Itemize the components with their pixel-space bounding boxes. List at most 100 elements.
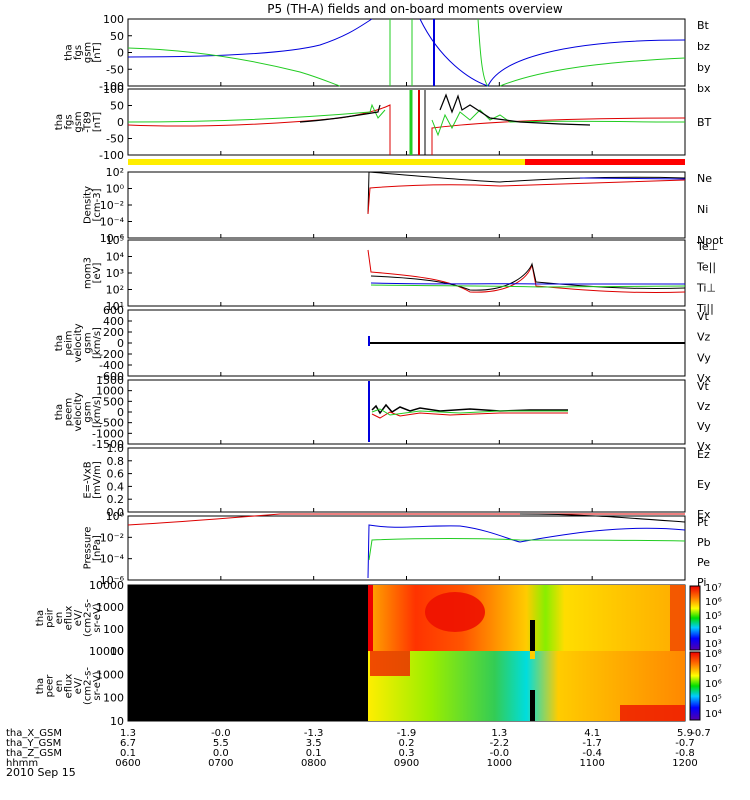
y-tick-label: -100 bbox=[99, 149, 124, 162]
y-axis-label: tha bbox=[35, 610, 46, 626]
ephemeris-value: -0.7 bbox=[691, 728, 711, 739]
colorbar-tick: 10⁵ bbox=[705, 611, 722, 622]
y-axis-label: peir bbox=[45, 607, 56, 627]
ephemeris-label: hhmm bbox=[6, 758, 38, 769]
y-axis-label: [eV] bbox=[92, 263, 103, 284]
spec2-nodata bbox=[128, 651, 368, 721]
y-tick-label: 1000 bbox=[96, 385, 124, 398]
ephemeris-value: 0.3 bbox=[399, 748, 415, 759]
legend-entry: Vz bbox=[697, 331, 711, 344]
bt89-green bbox=[127, 103, 686, 137]
y-axis-label: eV/ bbox=[73, 609, 84, 626]
y-axis-label: sr-eV) bbox=[92, 671, 103, 700]
legend-entry: Npot bbox=[697, 234, 724, 247]
y-tick-label: 1.0 bbox=[107, 442, 125, 455]
legend-entry: Pe bbox=[697, 556, 710, 569]
ephemeris-value: 1.3 bbox=[120, 728, 136, 739]
y-tick-labels: 100500-50-100100500-50-10010²10⁰10⁻²10⁻⁴… bbox=[89, 13, 125, 728]
legend-entry: Pb bbox=[697, 536, 711, 549]
panel-frame-7 bbox=[127, 447, 686, 513]
ephemeris-value: -0.0 bbox=[490, 748, 510, 759]
mode-bar-yellow bbox=[128, 159, 525, 165]
y-tick-label: 100 bbox=[103, 13, 124, 26]
ni-trace bbox=[367, 171, 686, 215]
ephemeris-value: 0.1 bbox=[306, 748, 322, 759]
mode-bar-red bbox=[525, 159, 685, 165]
ephemeris-value: 5.9 bbox=[677, 728, 693, 739]
ne-trace bbox=[367, 179, 686, 215]
y-axis-label: en bbox=[54, 612, 65, 625]
legend-entry: Vt bbox=[697, 310, 710, 323]
y-tick-label: -100 bbox=[99, 80, 124, 93]
ti-par bbox=[370, 284, 686, 288]
traces bbox=[127, 18, 686, 721]
pt-trace bbox=[519, 513, 686, 523]
panel-frame-6 bbox=[127, 379, 686, 445]
pi-trace bbox=[367, 524, 686, 579]
y-axis-label: tha bbox=[64, 44, 75, 60]
ephemeris-value: 0.0 bbox=[213, 748, 229, 759]
y-axis-label: tha bbox=[54, 335, 65, 351]
y-tick-label: -500 bbox=[99, 417, 124, 430]
colorbar-tick: 10⁸ bbox=[705, 649, 722, 660]
y-tick-label: 100 bbox=[103, 83, 124, 96]
y-axis-label: -T89 bbox=[83, 111, 94, 133]
y-tick-label: 10000 bbox=[89, 645, 124, 658]
colorbar-tick: 10⁷ bbox=[705, 664, 722, 675]
y-axis-label: en bbox=[54, 680, 65, 693]
y-axis-label: [nT] bbox=[92, 42, 103, 62]
ephemeris-value: 1100 bbox=[579, 758, 604, 769]
y-tick-label: 10⁻² bbox=[100, 531, 124, 544]
y-axis-label: (cm2-s- bbox=[83, 599, 94, 637]
legend-entry: by bbox=[697, 61, 711, 74]
legend-entry: Te⊥ bbox=[696, 240, 718, 253]
colorbar-tick: 10³ bbox=[705, 639, 722, 650]
y-tick-label: -400 bbox=[99, 359, 124, 372]
y-axis-label: eflux bbox=[64, 674, 75, 699]
y-tick-label: 0 bbox=[117, 116, 124, 129]
y-tick-label: 10⁰ bbox=[106, 510, 125, 523]
y-tick-label: 10⁰ bbox=[106, 183, 125, 196]
y-tick-label: 10 bbox=[110, 715, 124, 728]
spec1-fill bbox=[368, 585, 685, 651]
by-trace bbox=[127, 47, 341, 87]
ephemeris-value: 1.3 bbox=[491, 728, 507, 739]
y-tick-label: 1000 bbox=[96, 601, 124, 614]
y-tick-label: 0.2 bbox=[107, 493, 125, 506]
ephemeris-label: tha_Y_GSM bbox=[6, 738, 61, 749]
y-tick-label: 0 bbox=[117, 47, 124, 60]
ephemeris-value: 0.2 bbox=[399, 738, 415, 749]
y-axis-label: eV/ bbox=[73, 677, 84, 694]
y-tick-label: 500 bbox=[103, 395, 124, 408]
ephemeris-table: tha_X_GSM 1.3 -0.0 -1.3 -1.9 1.3 4.1 5.9-0.7 tha… bbox=[6, 728, 711, 769]
legend-entry: Te|| bbox=[696, 261, 716, 274]
legend-entry: Pt bbox=[697, 516, 709, 529]
te-par bbox=[370, 262, 686, 291]
y-tick-label: 10 bbox=[110, 645, 124, 658]
colorbar-tick: 10⁶ bbox=[705, 597, 722, 608]
ephemeris-value: 0700 bbox=[208, 758, 233, 769]
y-axis-label: fgs bbox=[64, 114, 75, 129]
ephemeris-value: -0.8 bbox=[675, 748, 695, 759]
spec1-nodata bbox=[128, 585, 368, 651]
y-axis-label: peem bbox=[64, 398, 75, 426]
y-tick-label: 0.8 bbox=[107, 455, 125, 468]
y-tick-label: 10² bbox=[106, 166, 124, 179]
y-axis-label: velocity bbox=[73, 392, 84, 431]
y-axis-label: peim bbox=[64, 330, 75, 355]
y-tick-label: 50 bbox=[110, 100, 124, 113]
y-tick-label: 0 bbox=[117, 406, 124, 419]
y-tick-label: 10⁻² bbox=[100, 199, 124, 212]
ephemeris-value: -1.3 bbox=[304, 728, 324, 739]
ephemeris-value: 1200 bbox=[672, 758, 697, 769]
ephemeris-value: 0600 bbox=[115, 758, 140, 769]
y-tick-label: 10⁻⁶ bbox=[100, 232, 125, 245]
y-axis-label: sr-eV) bbox=[92, 603, 103, 632]
y-axis-label: [mV/m] bbox=[92, 461, 103, 499]
ephemeris-value: -0.4 bbox=[582, 748, 602, 759]
y-tick-label: -200 bbox=[99, 348, 124, 361]
y-tick-label: 0 bbox=[117, 337, 124, 350]
y-tick-label: 10² bbox=[106, 284, 124, 297]
ephemeris-value: 0.1 bbox=[120, 748, 136, 759]
ephemeris-value: -0.7 bbox=[675, 738, 695, 749]
